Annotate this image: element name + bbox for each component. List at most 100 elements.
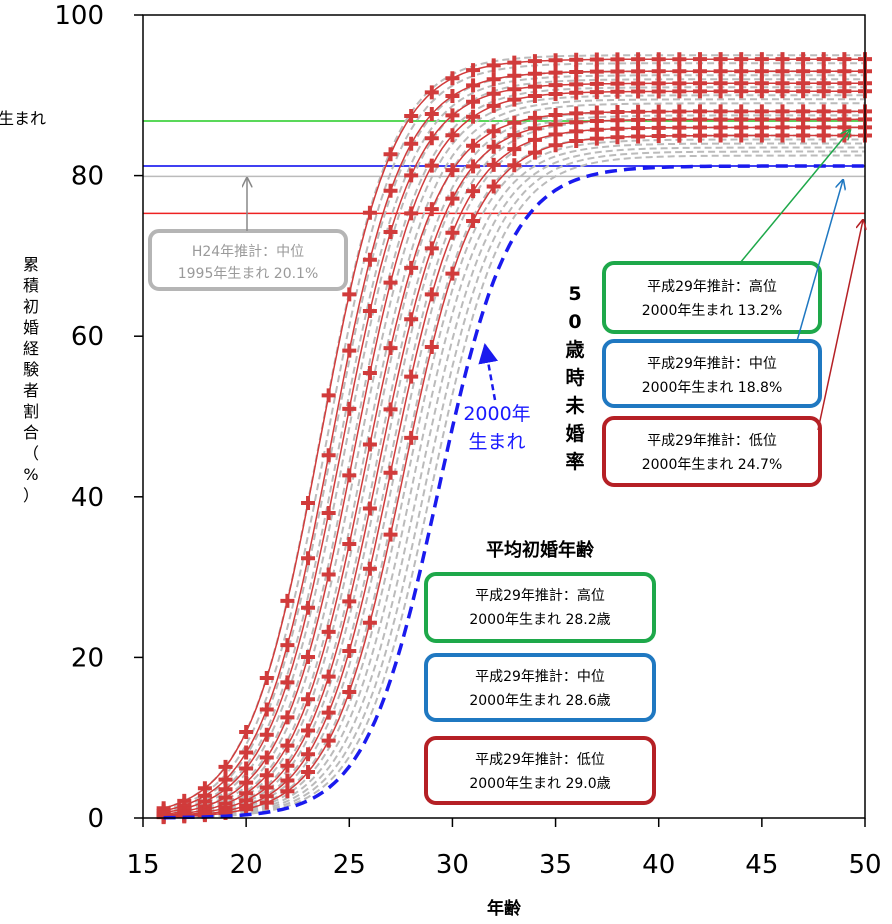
data-point [383,224,398,239]
data-point [734,64,749,79]
data-point [404,168,419,183]
data-point [486,139,501,154]
data-point [342,537,357,552]
mean-age-box-high [424,572,656,643]
data-point [569,134,584,149]
label-2000-arrow [478,343,499,401]
data-point [466,78,481,93]
data-point [362,437,377,452]
data-point [404,136,419,151]
data-point [775,84,790,99]
data-point [259,702,274,717]
data-point [239,724,254,739]
data-point [280,710,295,725]
data-point [404,430,419,445]
cohort-curve [163,98,865,817]
h24-line1: H24年推計：中位 [192,244,304,260]
data-point [383,147,398,162]
data-point [280,784,295,799]
data-point [631,129,646,144]
data-point [362,501,377,516]
data-point [445,266,460,281]
unmarried-box-high [602,261,822,334]
data-point [466,184,481,199]
data-point [362,366,377,381]
unmarried-low-line1: 平成29年推計：低位 [647,433,777,449]
vertical-label: 5 0 歳時未婚率 [564,283,584,473]
data-point [259,727,274,742]
marked-series-6 [156,120,872,824]
data-point [486,98,501,113]
data-point [383,465,398,480]
data-point [837,52,852,67]
data-point [466,94,481,109]
data-point [672,128,687,143]
h24-line2: 1995年生まれ 20.1% [178,266,319,282]
cohort-curve [163,150,865,819]
data-point [424,202,439,217]
data-point [610,130,625,145]
mean-age-high-line1: 平成29年推計：高位 [475,587,605,604]
data-point [424,158,439,173]
data-point [507,158,522,173]
data-point [321,448,336,463]
x-tick-label: 20 [230,850,263,880]
unmarried-high-line2: 2000年生まれ 13.2% [642,303,783,319]
data-point [301,765,316,780]
data-point [383,341,398,356]
data-point [837,84,852,99]
unmarried-mid-line1: 平成29年推計：中位 [647,356,777,372]
data-point [280,758,295,773]
unmarried-high-line1: 平成29年推計：高位 [647,278,777,295]
data-point [362,561,377,576]
data-point [383,275,398,290]
marked-series [156,52,872,825]
h24-box [148,229,348,291]
cohort-curve [163,146,865,819]
x-tick-label: 40 [642,850,675,880]
data-point [239,745,254,760]
marked-series-7 [156,128,872,825]
data-point [301,600,316,615]
data-point [424,241,439,256]
mean-age-mid-line1: 平成29年推計：中位 [475,669,605,685]
data-point [672,84,687,99]
label-2000-line2: 生まれ [468,431,525,453]
x-tick-label: 15 [126,850,159,880]
data-point [548,53,563,68]
data-point [383,402,398,417]
data-point [796,64,811,79]
data-point [816,64,831,79]
data-point [589,52,604,67]
data-point [527,132,542,147]
data-point [775,64,790,79]
data-point [527,66,542,81]
mean-age-low-line2: 2000年生まれ 29.0歳 [469,776,610,792]
unmarried-mid-line2: 2000年生まれ 18.8% [642,380,783,396]
y-tick-label: 40 [71,483,104,513]
data-point [486,72,501,87]
data-point [280,738,295,753]
data-point [837,64,852,79]
data-point [486,86,501,101]
data-point [404,206,419,221]
data-point [672,64,687,79]
x-axis-title: 年齢 [487,898,522,919]
x-tick-label: 30 [436,850,469,880]
data-point [383,527,398,542]
data-point [548,86,563,101]
data-point [424,107,439,122]
unmarried-box-low [602,416,822,487]
data-point [280,773,295,788]
data-point [280,675,295,690]
data-point [424,287,439,302]
data-point [507,142,522,157]
data-point [569,52,584,67]
data-point [651,64,666,79]
connector-high [739,130,850,264]
data-point [507,92,522,107]
data-point [507,68,522,83]
data-point [486,179,501,194]
data-point [321,733,336,748]
